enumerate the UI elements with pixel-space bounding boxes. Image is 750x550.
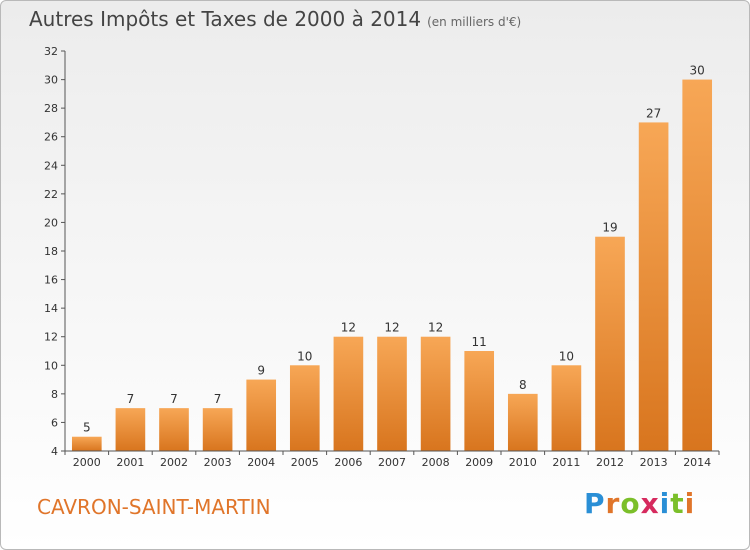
y-tick-label: 10 xyxy=(44,359,58,372)
x-tick-label-2003: 2003 xyxy=(204,456,232,469)
value-label-2006: 12 xyxy=(341,321,356,335)
bar-2008 xyxy=(420,336,451,451)
y-tick-label: 4 xyxy=(51,445,58,458)
y-tick-label: 30 xyxy=(44,74,58,87)
bar-2007 xyxy=(377,336,407,451)
y-tick-label: 8 xyxy=(51,388,58,401)
y-tick-label: 18 xyxy=(44,245,58,258)
y-tick-label: 20 xyxy=(44,216,58,229)
bar-2001 xyxy=(115,408,146,451)
value-label-2003: 7 xyxy=(214,392,222,406)
chart-title-text: Autres Impôts et Taxes de 2000 à 2014 xyxy=(29,7,422,31)
bar-2009 xyxy=(464,351,495,451)
x-tick-label-2006: 2006 xyxy=(334,456,362,469)
bar-2010 xyxy=(507,393,538,451)
logo-letter: t xyxy=(670,487,685,520)
y-tick-label: 24 xyxy=(44,159,58,172)
value-label-2007: 12 xyxy=(384,321,399,335)
logo-letter: i xyxy=(659,487,671,520)
value-label-2014: 30 xyxy=(690,64,705,78)
bar-2000 xyxy=(71,436,102,451)
y-tick-label: 6 xyxy=(51,416,58,429)
logo-letter: r xyxy=(605,487,621,520)
bar-2005 xyxy=(289,365,320,451)
x-tick-label-2005: 2005 xyxy=(291,456,319,469)
x-tick-label-2000: 2000 xyxy=(73,456,101,469)
x-tick-label-2009: 2009 xyxy=(465,456,493,469)
logo-letter: P xyxy=(584,487,606,520)
value-label-2002: 7 xyxy=(170,392,178,406)
value-label-2004: 9 xyxy=(257,364,265,378)
bars-group: 5 7 7 7 9 10 12 12 12 11 8 10 19 27 30 xyxy=(71,64,713,452)
y-tick-label: 16 xyxy=(44,274,58,287)
commune-name: CAVRON-SAINT-MARTIN xyxy=(37,495,271,519)
y-tick-label: 22 xyxy=(44,188,58,201)
logo-letter: x xyxy=(640,487,660,520)
value-label-2011: 10 xyxy=(559,349,574,363)
chart-title: Autres Impôts et Taxes de 2000 à 2014 (en… xyxy=(29,7,521,31)
y-tick-label: 26 xyxy=(44,131,58,144)
x-tick-label-2008: 2008 xyxy=(422,456,450,469)
value-label-2009: 11 xyxy=(472,335,487,349)
logo-letter: o xyxy=(620,487,641,520)
proxiti-logo: Proxiti xyxy=(584,487,695,520)
bar-2013 xyxy=(638,122,669,451)
x-tick-label-2007: 2007 xyxy=(378,456,406,469)
y-tick-label: 28 xyxy=(44,102,58,115)
x-tick-label-2014: 2014 xyxy=(683,456,711,469)
bar-2006 xyxy=(333,336,364,451)
bar-2012 xyxy=(595,236,625,451)
value-label-2012: 19 xyxy=(602,221,617,235)
x-tick-label-2004: 2004 xyxy=(247,456,275,469)
y-tick-label: 14 xyxy=(44,302,58,315)
bar-2002 xyxy=(159,408,189,451)
bar-2014 xyxy=(682,79,713,452)
bar-2003 xyxy=(202,408,233,451)
bar-2004 xyxy=(246,379,277,451)
x-tick-label-2001: 2001 xyxy=(116,456,144,469)
x-tick-label-2010: 2010 xyxy=(509,456,537,469)
y-axis: 4 6 8 10 12 14 16 18 20 22 24 26 28 30 32 xyxy=(44,45,66,458)
value-label-2013: 27 xyxy=(646,106,661,120)
bar-2011 xyxy=(551,365,582,451)
value-label-2008: 12 xyxy=(428,321,443,335)
chart-subtitle: (en milliers d'€) xyxy=(427,15,522,29)
value-label-2010: 8 xyxy=(519,378,527,392)
value-label-2005: 10 xyxy=(297,349,312,363)
x-tick-label-2011: 2011 xyxy=(552,456,580,469)
y-tick-label: 32 xyxy=(44,45,58,58)
value-label-2000: 5 xyxy=(83,421,91,435)
x-tick-label-2013: 2013 xyxy=(640,456,668,469)
value-label-2001: 7 xyxy=(127,392,135,406)
x-tick-label-2012: 2012 xyxy=(596,456,624,469)
y-tick-label: 12 xyxy=(44,331,58,344)
logo-letter: i xyxy=(684,487,696,520)
x-axis: 2000 2001 2002 2003 2004 2005 2006 2007 2008 2009… xyxy=(64,450,720,469)
x-tick-label-2002: 2002 xyxy=(160,456,188,469)
